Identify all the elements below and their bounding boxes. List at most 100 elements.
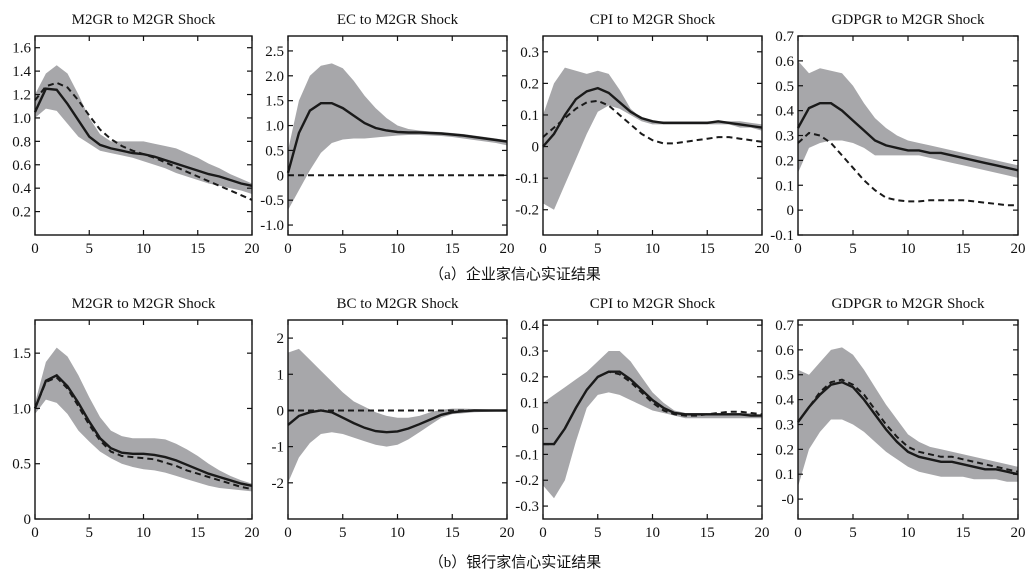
y-tick-label: 1 [277,367,285,383]
x-tick-label: 0 [284,241,292,257]
x-tick-label: 5 [86,241,94,257]
y-tick-label: 0.2 [520,370,539,386]
confidence-band [35,347,252,492]
y-tick-label: 1.2 [12,88,31,104]
y-tick-label: 0 [24,512,32,528]
y-tick-label: 0 [277,168,285,184]
panel-5: M2GR to M2GR Shock 0 5 10 15 20 0 0.5 1.0 1.5 [12,296,259,541]
y-tick-label: 0.6 [12,158,31,174]
impulse-response-line [33,373,253,487]
x-tick-label: 5 [339,241,347,257]
y-tick-label: -0.3 [515,499,539,515]
y-tick-label: 0.6 [775,343,794,359]
y-tick-label: -1 [272,440,285,456]
y-tick-label: 1.4 [12,64,31,80]
y-tick-label: 0 [277,403,285,419]
x-tick-label: 0 [284,525,292,541]
x-tick-label: 20 [245,525,260,541]
impulse-response-line [796,102,1019,172]
x-tick-label: 15 [445,525,460,541]
y-tick-label: 0.8 [12,134,31,150]
y-tick-label: 0.3 [775,129,794,145]
impulse-response-line [287,409,507,434]
y-tick-label: 2.5 [265,44,284,60]
x-tick-label: 5 [339,525,347,541]
y-tick-label: 0.2 [775,153,794,169]
y-tick-label: 0.4 [12,181,31,197]
y-tick-label: 0.4 [775,104,794,120]
impulse-response-line [33,87,253,187]
y-tick-label: -0 [782,492,795,508]
y-tick-label: 1.5 [265,94,284,110]
y-tick-label: -0.1 [515,171,539,187]
impulse-response-line [543,370,762,446]
y-tick-label: -1.0 [260,218,284,234]
x-tick-label: 10 [390,525,405,541]
x-tick-label: 15 [956,525,971,541]
x-tick-label: 5 [594,525,602,541]
y-tick-label: -0.1 [515,447,539,463]
confidence-band [543,67,762,210]
y-tick-label: -2 [272,476,285,492]
x-tick-label: 20 [500,241,515,257]
panel-title: BC to M2GR Shock [336,296,459,312]
y-tick-label: 0.5 [12,457,31,473]
y-tick-label: 1.5 [12,346,31,362]
panel-6: BC to M2GR Shock 0 5 10 15 20 -2 -1 0 1 2 [272,296,515,541]
panel-8: GDPGR to M2GR Shock 0 5 10 15 20 -0 0.1 0.2 0.3 0.… [775,296,1025,541]
y-tick-label: 0.7 [775,29,794,45]
x-tick-label: 10 [136,525,151,541]
caption-b: （b）银行家信心实证结果 [429,554,602,571]
x-tick-label: 5 [849,525,857,541]
y-tick-label: 0.2 [520,76,539,92]
y-tick-label: 2 [277,331,285,347]
y-tick-label: 1.0 [12,401,31,417]
panel-2: EC to M2GR Shock 0 5 10 15 20 -1.0 -0.5 0 0.5 1.0 1… [260,12,514,257]
x-tick-label: 20 [245,241,260,257]
y-tick-label: 0.2 [12,205,31,221]
x-tick-label: 0 [539,241,547,257]
y-tick-label: 0.1 [775,467,794,483]
x-tick-label: 15 [190,241,205,257]
x-tick-label: 0 [794,525,802,541]
x-tick-label: 20 [1011,525,1026,541]
panel-title: CPI to M2GR Shock [590,12,716,28]
x-tick-label: 0 [31,525,39,541]
x-tick-label: 15 [700,241,715,257]
panel-title: M2GR to M2GR Shock [72,296,216,312]
confidence-band [35,65,252,194]
comparison-response-line [797,131,1018,207]
y-tick-label: 0.1 [520,108,539,124]
y-tick-label: 0.5 [265,143,284,159]
y-tick-label: 0.6 [775,54,794,70]
x-tick-label: 5 [86,525,94,541]
x-tick-label: 20 [755,525,770,541]
impulse-response-line [542,86,763,148]
y-tick-label: 0.4 [775,393,794,409]
x-tick-label: 0 [539,525,547,541]
panel-3: CPI to M2GR Shock 0 5 10 15 20 -0.2 -0.1 0 0.1 0.2… [515,12,769,257]
x-tick-label: 0 [31,241,39,257]
panel-1: M2GR to M2GR Shock 0 5 10 15 20 0.2 0.4 0.6 0.8 1.… [12,12,259,257]
x-tick-label: 0 [794,241,802,257]
y-tick-label: 0.3 [520,45,539,61]
plot-frame [34,35,253,236]
y-tick-label: 0.5 [775,79,794,95]
y-tick-label: 1.0 [12,111,31,127]
x-tick-label: 10 [390,241,405,257]
y-tick-label: 0.7 [775,318,794,334]
x-tick-label: 15 [445,241,460,257]
y-tick-label: -0.5 [260,193,284,209]
y-tick-label: 0 [532,422,540,438]
x-tick-label: 15 [956,241,971,257]
x-tick-label: 15 [700,525,715,541]
y-tick-label: 0.4 [520,318,539,334]
y-tick-label: 0.3 [520,344,539,360]
confidence-band [798,60,1018,178]
y-tick-label: 1.0 [265,119,284,135]
y-tick-label: 2.0 [265,69,284,85]
